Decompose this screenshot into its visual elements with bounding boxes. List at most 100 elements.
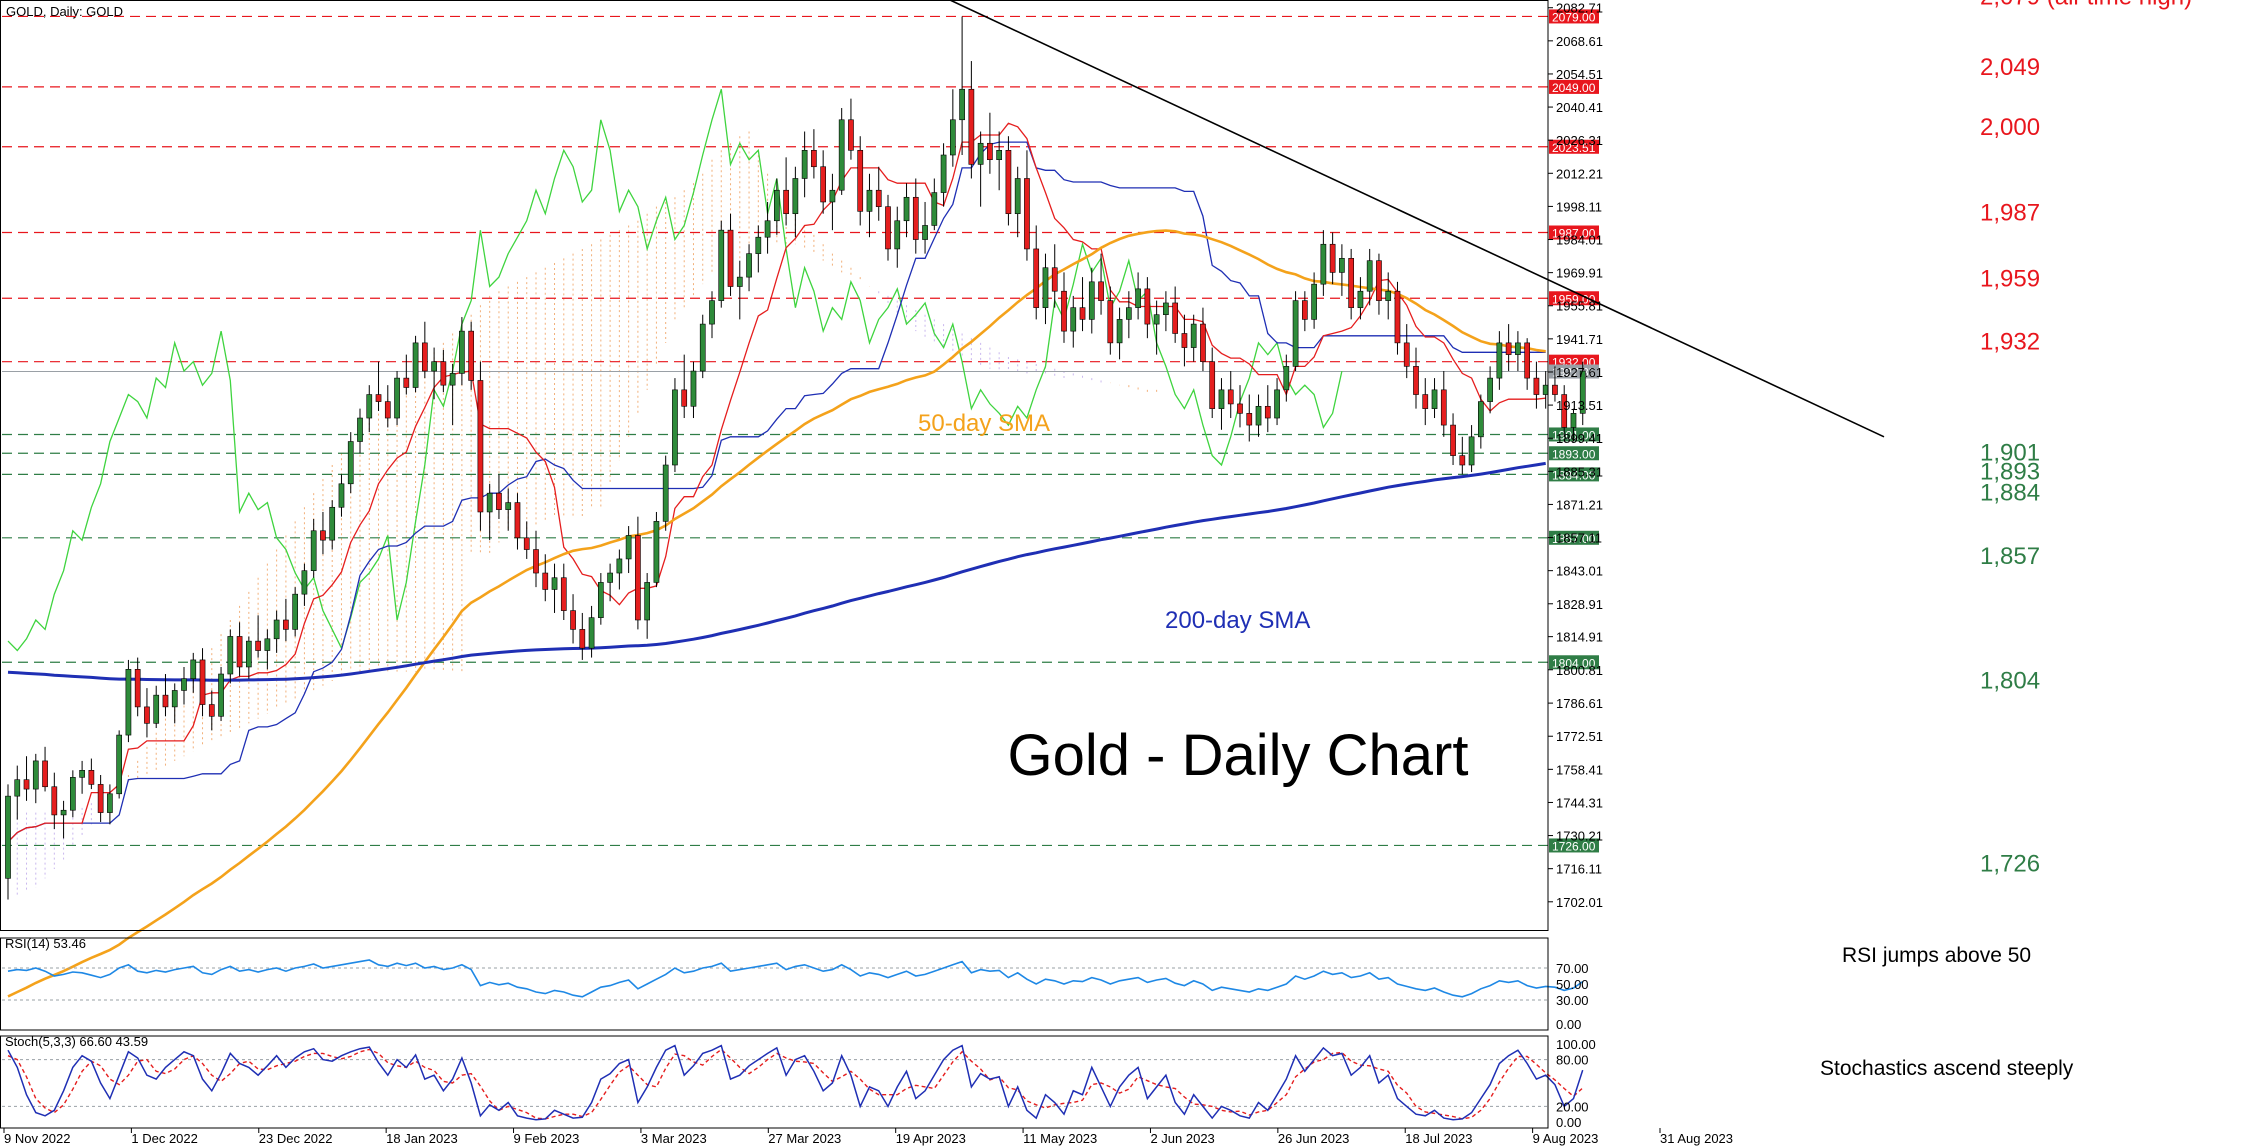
- price-tick-label: 1814.91: [1556, 630, 1603, 645]
- candle-body: [292, 593, 299, 630]
- candle-body: [366, 394, 373, 419]
- price-tick-label: 2054.51: [1556, 67, 1603, 82]
- price-tick-label: 1786.61: [1556, 696, 1603, 711]
- sma50-line: [7, 229, 1546, 998]
- candle-body: [523, 537, 530, 550]
- candle-body: [1237, 403, 1243, 414]
- level-label: 2,049: [1980, 54, 2040, 81]
- level-price-box: [1549, 838, 1599, 853]
- candle-body: [560, 577, 567, 611]
- time-tick-label: 27 Mar 2023: [768, 1131, 841, 1146]
- level-price-box: [1549, 467, 1599, 482]
- candle-body: [940, 154, 947, 193]
- stoch-tick-label: 0.00: [1556, 1115, 1581, 1130]
- time-tick-label: 19 Apr 2023: [896, 1131, 966, 1146]
- candle-body: [1153, 314, 1160, 325]
- candle-body: [764, 220, 771, 238]
- price-tick-label: 1998.11: [1556, 199, 1602, 214]
- candle-body: [208, 704, 215, 717]
- candle-body: [1172, 302, 1179, 334]
- candle-body: [486, 492, 493, 513]
- candle-body: [412, 342, 419, 388]
- candle-body: [903, 196, 910, 222]
- price-tick-label: 1871.21: [1556, 497, 1603, 512]
- candle-body: [1366, 260, 1373, 292]
- candle-body: [579, 629, 586, 649]
- candle-body: [987, 142, 993, 160]
- trendline: [949, 0, 1885, 438]
- level-price-text: 1857.00: [1552, 532, 1596, 546]
- candle-body: [1200, 323, 1206, 362]
- candle-body: [403, 377, 410, 388]
- candle-body: [431, 361, 437, 372]
- candle-body: [588, 617, 595, 649]
- candle-body: [616, 558, 623, 574]
- candle-body: [1042, 267, 1049, 308]
- price-tick-label: 1716.11: [1556, 862, 1602, 877]
- candle-body: [125, 669, 132, 736]
- candle-body: [375, 394, 382, 402]
- time-tick-label: 18 Jul 2023: [1405, 1131, 1472, 1146]
- candle-body: [1181, 333, 1188, 348]
- sma200-line: [7, 461, 1546, 682]
- candle-body: [773, 189, 780, 222]
- candle-body: [1515, 342, 1521, 355]
- price-tick-label: 1955.81: [1556, 299, 1603, 314]
- candle-body: [357, 417, 363, 442]
- candle-body: [264, 638, 271, 651]
- candle-body: [551, 577, 558, 590]
- current-price-box: [1549, 364, 1599, 379]
- candle-body: [949, 119, 956, 156]
- level-price-box: [1549, 139, 1599, 154]
- price-tick-label: 1772.51: [1556, 729, 1603, 744]
- time-tick-label: 2 Jun 2023: [1150, 1131, 1214, 1146]
- candle-body: [736, 276, 743, 287]
- candlesticks: [5, 16, 1586, 900]
- candle-body: [681, 389, 688, 407]
- candle-body: [1301, 300, 1308, 320]
- candle-body: [1450, 424, 1456, 456]
- candle-body: [718, 229, 725, 301]
- candle-body: [1283, 366, 1290, 391]
- candle-body: [1311, 283, 1317, 320]
- candle-body: [1070, 307, 1077, 332]
- level-price-text: 1884.00: [1552, 468, 1596, 482]
- candle-body: [153, 694, 160, 724]
- candle-body: [1487, 377, 1493, 402]
- candle-body: [236, 636, 243, 668]
- level-price-text: 1804.00: [1552, 656, 1596, 670]
- candle-body: [14, 779, 21, 797]
- candle-body: [23, 779, 30, 790]
- level-price-text: 1726.00: [1552, 839, 1596, 853]
- candle-body: [449, 373, 456, 386]
- candle-body: [829, 189, 836, 203]
- level-price-box: [1549, 446, 1599, 461]
- candle-body: [1552, 384, 1558, 395]
- support-resistance-levels: 2,079 (all-time high) 2079.00 2,049 2049.00…: [2, 0, 2192, 877]
- candle-body: [514, 502, 521, 539]
- time-tick-label: 9 Nov 2022: [4, 1131, 71, 1146]
- candle-body: [1005, 150, 1012, 215]
- candle-body: [875, 189, 882, 207]
- candle-body: [1209, 361, 1216, 409]
- level-price-text: 2023.51: [1552, 141, 1596, 155]
- candle-body: [1440, 389, 1447, 426]
- candle-body: [107, 793, 113, 813]
- candle-body: [1376, 260, 1382, 301]
- candle-body: [1125, 307, 1132, 320]
- candle-body: [60, 809, 67, 816]
- price-tick-label: 2068.61: [1556, 34, 1603, 49]
- price-tick-label: 1744.31: [1556, 795, 1603, 810]
- candle-body: [533, 549, 539, 574]
- candle-body: [1320, 243, 1327, 285]
- candle-body: [801, 150, 808, 179]
- price-tick-label: 1730.21: [1556, 829, 1603, 844]
- candle-body: [338, 483, 345, 508]
- candle-body: [1014, 178, 1021, 215]
- candle-body: [1088, 281, 1095, 320]
- sma50-annotation: 50-day SMA: [918, 410, 1050, 437]
- level-label: 1,726: [1980, 850, 2040, 877]
- candle-body: [1135, 288, 1141, 308]
- descending-trendline: [949, 0, 1885, 438]
